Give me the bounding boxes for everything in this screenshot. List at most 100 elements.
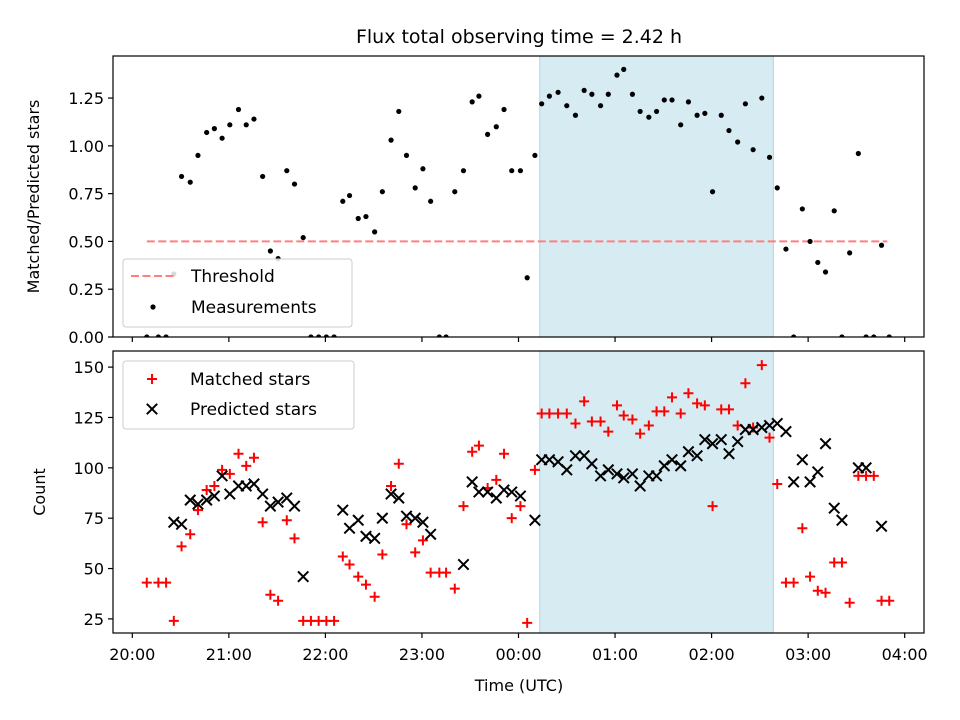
data-point (804, 476, 816, 488)
data-point (674, 459, 687, 472)
data-point (289, 533, 300, 544)
data-point (417, 516, 429, 529)
data-point (396, 108, 402, 115)
data-point (163, 334, 169, 337)
data-point (561, 408, 572, 419)
data-point (457, 558, 470, 571)
legend-measurements-swatch (150, 304, 156, 310)
data-point (336, 504, 349, 517)
data-point (543, 453, 556, 466)
data-point (428, 198, 434, 204)
data-point (675, 408, 686, 419)
data-point (515, 501, 526, 512)
data-point (273, 595, 284, 606)
data-point (646, 114, 652, 120)
data-point (184, 494, 197, 506)
data-point (409, 512, 422, 525)
data-point (291, 181, 298, 187)
data-point (742, 101, 748, 107)
data-point (585, 457, 598, 470)
data-point (735, 139, 741, 145)
x-tick-label: 04:00 (882, 645, 928, 664)
data-point (376, 512, 389, 525)
data-point (185, 529, 196, 540)
data-point (836, 557, 847, 568)
data-point (634, 480, 647, 492)
data-point (452, 189, 458, 195)
legend-box (122, 360, 355, 430)
data-point (847, 250, 853, 256)
bottom-panel: 25 50 75 100 125 150 20:00 21:00 22:00 23:00 00:00… (30, 350, 928, 664)
y-tick-label: 75 (84, 509, 104, 528)
data-point (377, 549, 388, 560)
data-point (243, 122, 249, 128)
data-point (316, 334, 322, 337)
data-point (388, 137, 394, 143)
data-point (597, 103, 604, 109)
data-point (257, 517, 268, 528)
legend-label: Predicted stars (190, 400, 317, 420)
data-point (501, 106, 507, 113)
data-point (766, 154, 773, 160)
x-tick-label: 03:00 (785, 645, 831, 664)
data-point (532, 152, 538, 159)
data-point (506, 513, 517, 524)
data-point (807, 238, 813, 245)
data-point (836, 514, 848, 527)
data-point (155, 334, 161, 337)
data-point (161, 577, 172, 588)
data-point (227, 122, 233, 128)
data-point (522, 617, 533, 628)
y-tick-label: 0.50 (68, 232, 104, 251)
data-point (529, 514, 541, 527)
data-point (868, 470, 879, 481)
data-point (718, 112, 724, 118)
x-tick-label: 01:00 (592, 645, 638, 664)
data-point (569, 449, 582, 462)
data-point (603, 426, 614, 437)
data-point (702, 110, 708, 116)
y-tick-label: 25 (84, 610, 104, 629)
data-point (436, 334, 442, 337)
data-point (260, 173, 266, 180)
data-point (297, 570, 310, 583)
data-point (256, 488, 269, 500)
data-point (799, 206, 805, 212)
data-point (589, 91, 595, 97)
data-point (248, 452, 259, 463)
data-point (192, 505, 203, 516)
data-point (209, 480, 220, 491)
data-point (264, 500, 277, 513)
data-point (217, 464, 228, 475)
data-point (267, 248, 273, 254)
data-point (412, 185, 418, 191)
data-point (621, 66, 627, 72)
data-point (581, 87, 587, 94)
data-point (844, 597, 855, 608)
y-axis-label: Matched/Predicted stars (24, 100, 43, 294)
data-point (469, 99, 475, 105)
data-point (595, 416, 606, 427)
data-point (505, 486, 518, 498)
data-point (281, 515, 292, 526)
data-point (875, 520, 888, 533)
data-point (368, 532, 381, 545)
data-point (168, 615, 179, 626)
data-point (509, 168, 515, 174)
data-point (517, 168, 524, 174)
data-point (481, 486, 494, 498)
data-point (678, 122, 684, 128)
data-point (772, 478, 783, 489)
data-point (812, 585, 823, 596)
data-point (403, 152, 410, 159)
data-point (839, 334, 845, 337)
y-tick-label: 125 (73, 408, 104, 427)
data-point (572, 112, 579, 118)
data-point (661, 97, 667, 103)
data-point (219, 135, 225, 141)
data-point (208, 490, 221, 502)
data-point (723, 447, 735, 460)
data-point (586, 416, 597, 427)
data-point (211, 126, 217, 132)
